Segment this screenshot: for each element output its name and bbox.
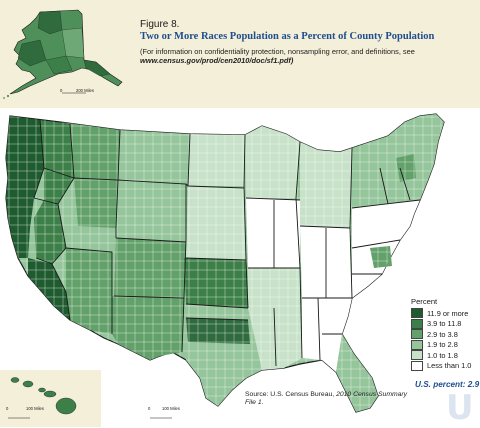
legend-swatch: [411, 318, 423, 329]
conus-scale-distance: 100 Miles: [162, 406, 180, 411]
legend-label: 1.0 to 1.8: [427, 350, 458, 360]
figure-note-text: (For information on confidentiality prot…: [140, 47, 415, 56]
figure-note-url: www.census.gov/prod/cen2010/doc/sf1.pdf): [140, 56, 294, 65]
legend-item: 2.9 to 3.8: [411, 329, 480, 340]
alaska-scale-distance: 200 Miles: [76, 88, 94, 93]
conus-scale-zero: 0: [148, 406, 151, 411]
legend-item: 11.9 or more: [411, 308, 480, 319]
alaska-map: [3, 9, 123, 99]
legend-label: Less than 1.0: [427, 361, 472, 371]
legend-swatch: [411, 308, 423, 319]
legend-rows: 11.9 or more 3.9 to 11.8 2.9 to 3.8 1.9 to …: [411, 308, 480, 371]
conus-map: [0, 113, 445, 427]
legend-swatch: [411, 360, 423, 371]
legend-item: 1.9 to 2.8: [411, 339, 480, 351]
alaska-scale-zero: 0: [60, 88, 63, 93]
state-borders: [33, 119, 421, 367]
legend: Percent 11.9 or more 3.9 to 11.8 2.9 to 3.…: [411, 297, 480, 371]
hawaii-islands: [10, 377, 77, 415]
us-percent: U.S. percent: 2.9: [415, 380, 480, 389]
source-note: Source: U.S. Census Bureau, 2010 Census …: [245, 391, 413, 408]
source-prefix: Source: U.S. Census Bureau,: [245, 391, 335, 398]
hawaii-scale-distance: 100 Miles: [26, 406, 44, 411]
legend-swatch: [411, 350, 423, 361]
legend-title: Percent: [411, 297, 438, 306]
source-title: 2010 Census Summary File 1.: [245, 391, 408, 407]
figure-note: (For information on confidentiality prot…: [140, 47, 476, 65]
legend-swatch: [411, 329, 423, 340]
hawaii-scale-zero: 0: [6, 406, 9, 411]
legend-label: 1.9 to 2.8: [427, 340, 458, 350]
map-panel: 0 100 Miles 0 100 Miles: [0, 108, 480, 427]
legend-item: 1.0 to 1.8: [411, 350, 480, 361]
legend-label: 3.9 to 11.8: [427, 319, 462, 329]
legend-item: 3.9 to 11.8: [411, 318, 480, 330]
alaska-inset: 0 200 Miles: [0, 0, 132, 105]
legend-label: 11.9 or more: [427, 308, 469, 318]
legend-item: Less than 1.0: [411, 360, 480, 372]
figure-label: Figure 8.: [140, 19, 180, 30]
legend-label: 2.9 to 3.8: [427, 329, 458, 339]
figure-title: Two or More Races Population as a Percen…: [140, 31, 435, 42]
legend-swatch: [411, 339, 423, 350]
watermark: U: [446, 388, 474, 428]
